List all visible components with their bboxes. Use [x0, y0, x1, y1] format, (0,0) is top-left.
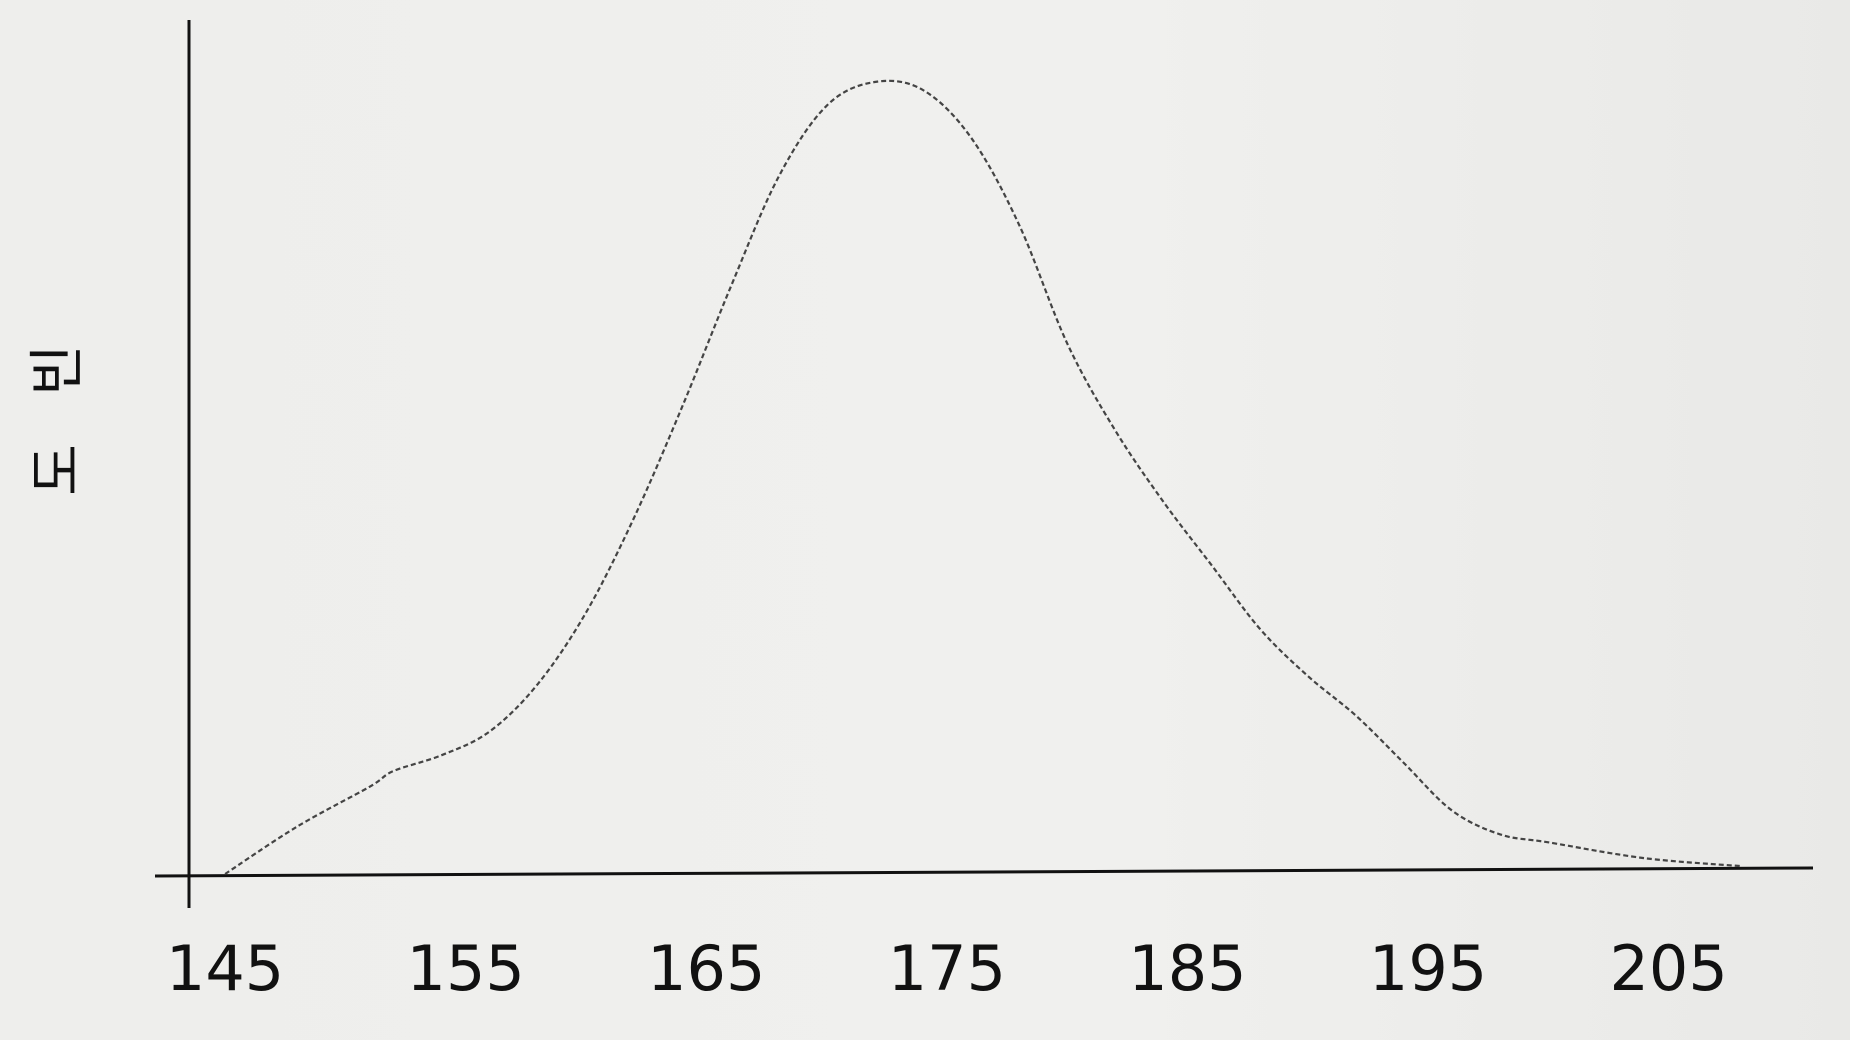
data-point	[777, 176, 779, 178]
data-point	[1210, 564, 1212, 566]
x-tick-label: 165	[647, 932, 765, 1005]
data-point	[392, 770, 394, 772]
y-axis-label-char: 빈	[26, 344, 91, 396]
data-point	[970, 136, 972, 138]
series-group	[224, 79, 1742, 875]
data-point	[1162, 501, 1164, 503]
data-point	[1740, 865, 1742, 867]
data-point	[1643, 857, 1645, 859]
y-axis-label-char: 도	[26, 444, 91, 496]
data-point	[1114, 429, 1116, 431]
data-point	[489, 730, 491, 732]
x-axis-line	[154, 866, 1814, 878]
data-point	[1066, 342, 1068, 344]
x-tick-label: 145	[166, 932, 284, 1005]
data-point	[368, 786, 370, 788]
data-point	[681, 406, 683, 408]
data-point	[1018, 223, 1020, 225]
y-axis-label: 빈도	[26, 344, 91, 496]
data-point	[825, 105, 827, 107]
data-point	[1403, 762, 1405, 764]
data-point	[296, 825, 298, 827]
data-point	[585, 611, 587, 613]
data-point	[1258, 627, 1260, 629]
data-point	[874, 81, 876, 83]
data-point	[224, 873, 226, 875]
data-point	[729, 287, 731, 289]
x-tick-label: 185	[1128, 932, 1246, 1005]
x-tick-label: 155	[407, 932, 525, 1005]
x-tick-labels: 145 155 165 175 185 195 205	[166, 932, 1728, 1005]
data-point	[1307, 675, 1309, 677]
data-point	[537, 683, 539, 685]
x-tick-label: 175	[888, 932, 1006, 1005]
x-tick-label: 205	[1609, 932, 1727, 1005]
data-point	[1451, 809, 1453, 811]
data-point	[440, 754, 442, 756]
data-point	[922, 89, 924, 91]
data-point	[1355, 714, 1357, 716]
data-point	[1547, 841, 1549, 843]
series-line-0	[224, 79, 1741, 875]
data-point	[633, 516, 635, 518]
data-point	[1499, 833, 1501, 835]
x-tick-label: 195	[1369, 932, 1487, 1005]
